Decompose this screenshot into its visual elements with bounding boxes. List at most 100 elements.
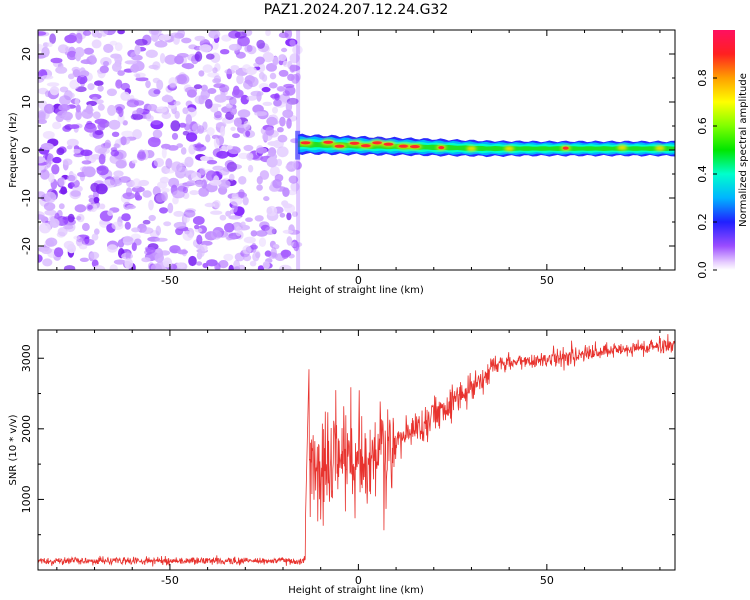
noise-blob	[134, 44, 141, 56]
spectrogram-x-ticks: -50 0 50	[56, 30, 661, 287]
noise-blob	[87, 204, 93, 210]
noise-blob	[135, 77, 149, 82]
noise-blob	[243, 79, 253, 90]
noise-blob	[277, 134, 288, 143]
colorbar-tick-label: 0.2	[696, 213, 709, 231]
noise-blob	[282, 203, 293, 209]
noise-blob	[63, 224, 74, 230]
noise-blob	[121, 130, 134, 137]
noise-blob	[38, 214, 45, 220]
noise-blob	[38, 254, 43, 263]
noise-blob	[136, 107, 144, 115]
noise-blob	[182, 230, 194, 241]
noise-blob	[282, 187, 290, 197]
noise-blob	[225, 210, 232, 217]
y-tick-label: 1000	[20, 485, 33, 513]
noise-blob	[125, 250, 131, 261]
noise-blob	[153, 89, 161, 95]
noise-blob	[226, 161, 238, 172]
noise-blob	[247, 164, 254, 173]
noise-blob	[269, 82, 278, 89]
noise-blob	[158, 34, 171, 41]
noise-blob	[258, 237, 267, 247]
noise-blob	[200, 240, 213, 246]
noise-blob	[163, 221, 172, 227]
noise-blob	[289, 65, 301, 72]
noise-blob	[38, 31, 47, 36]
noise-blob	[278, 32, 289, 39]
noise-blob	[190, 171, 202, 181]
noise-blob	[89, 251, 100, 260]
noise-blob	[228, 215, 242, 220]
noise-blob	[48, 172, 55, 183]
noise-blob	[186, 132, 198, 142]
noise-blob	[147, 104, 158, 112]
noise-blob	[131, 227, 141, 233]
noise-blob	[279, 264, 292, 270]
noise-blob	[236, 74, 244, 85]
signal-peak	[323, 140, 334, 144]
noise-blob	[75, 32, 83, 44]
noise-blob	[42, 131, 55, 139]
noise-blob	[209, 179, 222, 186]
noise-blob	[193, 84, 203, 90]
noise-blob	[109, 264, 118, 270]
snr-frame	[37, 329, 676, 571]
noise-blob	[235, 51, 246, 59]
noise-blob	[152, 129, 163, 139]
noise-blob	[135, 195, 143, 201]
noise-blob	[276, 86, 286, 92]
noise-blob	[255, 56, 265, 65]
snr-y-ticks: 1000 2000 3000	[20, 344, 675, 536]
noise-blob	[130, 64, 140, 73]
noise-blob	[122, 192, 136, 200]
noise-blob	[52, 121, 62, 130]
signal-peak	[438, 146, 445, 150]
noise-blob	[110, 178, 116, 186]
noise-blob	[235, 226, 243, 237]
noise-blob	[79, 67, 86, 78]
noise-blob	[94, 228, 100, 235]
noise-blob	[141, 227, 154, 235]
noise-blob	[278, 69, 289, 77]
noise-blob	[228, 43, 241, 51]
snr-x-ticks: -50 0 50	[56, 330, 661, 587]
noise-blob	[282, 109, 294, 118]
noise-blob	[285, 101, 293, 112]
noise-blob	[107, 104, 117, 116]
x-tick-label: 0	[355, 274, 362, 287]
noise-blob	[40, 142, 54, 151]
noise-blob	[49, 33, 56, 44]
noise-blob	[111, 62, 122, 72]
signal-hotspot	[617, 145, 628, 151]
noise-blob	[182, 130, 190, 136]
noise-blob	[162, 257, 173, 268]
x-tick-label: 50	[540, 274, 554, 287]
noise-blob	[201, 84, 208, 92]
y-tick-label: 2000	[20, 415, 33, 443]
noise-blob	[133, 72, 146, 78]
noise-blob	[256, 147, 268, 154]
noise-blob	[229, 196, 243, 206]
noise-blob	[62, 125, 72, 132]
noise-blob	[131, 159, 138, 164]
noise-blob	[117, 239, 125, 248]
noise-blob	[148, 64, 159, 70]
noise-blob	[266, 116, 278, 126]
noise-blob	[270, 247, 277, 258]
noise-blob	[79, 257, 89, 262]
noise-blob	[154, 237, 168, 242]
spectrogram-y-axis-label: Frequency (Hz)	[8, 112, 19, 188]
noise-blob	[186, 180, 198, 186]
noise-blob	[145, 49, 158, 58]
noise-blob	[58, 203, 65, 210]
y-tick-label: 0	[20, 147, 33, 154]
noise-blob	[164, 169, 175, 174]
noise-blob	[291, 211, 298, 218]
noise-blob	[184, 156, 194, 168]
noise-blob	[115, 159, 127, 169]
noise-blob	[142, 190, 152, 198]
noise-blob	[293, 44, 299, 55]
noise-blob	[141, 257, 151, 263]
noise-blob	[130, 233, 141, 241]
